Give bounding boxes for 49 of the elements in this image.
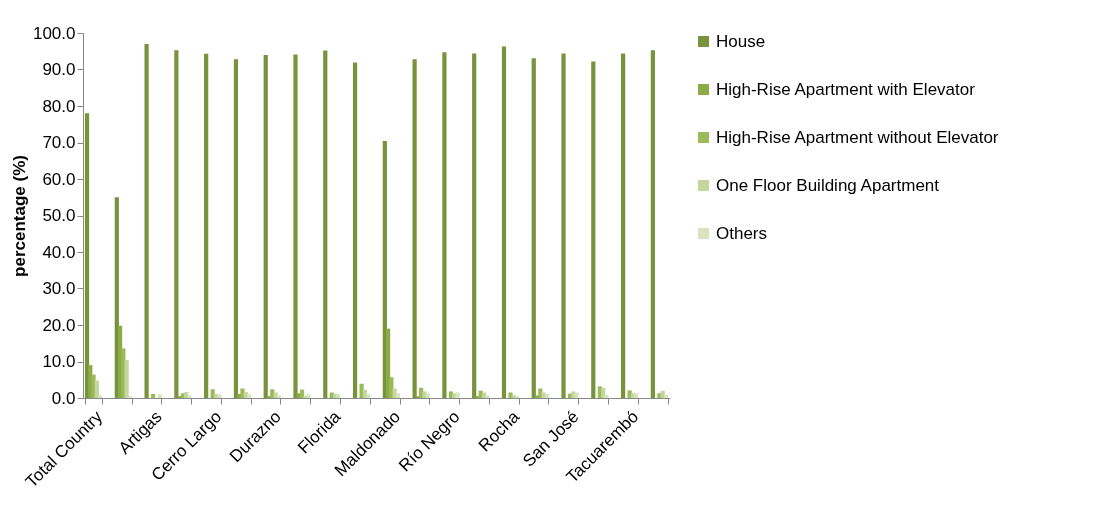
bar bbox=[94, 380, 99, 398]
y-axis-title: percentage (%) bbox=[9, 155, 29, 277]
bar bbox=[620, 53, 626, 398]
y-tick-label: 10.0 bbox=[42, 352, 76, 371]
y-tick-label: 80.0 bbox=[42, 96, 76, 116]
bar bbox=[352, 62, 358, 398]
bar bbox=[634, 393, 639, 398]
bar bbox=[98, 395, 103, 398]
bar bbox=[263, 54, 268, 398]
bar bbox=[395, 393, 401, 398]
bar bbox=[561, 53, 566, 398]
bar bbox=[389, 377, 394, 398]
bar bbox=[501, 46, 507, 398]
y-tick-label: 100.0 bbox=[32, 23, 76, 43]
bar bbox=[151, 393, 156, 398]
bar bbox=[366, 394, 371, 398]
y-tick-label: 20.0 bbox=[42, 315, 76, 335]
bar bbox=[217, 394, 222, 398]
bar bbox=[604, 395, 609, 398]
y-tick-label: 50.0 bbox=[42, 206, 76, 225]
bar bbox=[233, 59, 239, 398]
bar bbox=[472, 53, 477, 398]
y-tick-label: 30.0 bbox=[42, 279, 76, 298]
y-tick-label: 70.0 bbox=[42, 133, 76, 152]
y-tick-label: 90.0 bbox=[42, 60, 76, 79]
legend-label: Others bbox=[716, 223, 768, 243]
bar bbox=[591, 61, 596, 398]
y-tick-label: 40.0 bbox=[42, 242, 76, 262]
bar bbox=[323, 50, 328, 398]
y-tick-label: 0.0 bbox=[51, 388, 76, 408]
bar bbox=[293, 54, 298, 398]
bar bbox=[531, 58, 536, 398]
bar bbox=[650, 50, 655, 398]
bar bbox=[412, 59, 417, 398]
legend-label: House bbox=[716, 31, 766, 51]
bar bbox=[442, 52, 447, 398]
legend-label: High-Rise Apartment without Elevator bbox=[716, 127, 999, 147]
bar bbox=[84, 113, 90, 398]
legend-label: One Floor Building Apartment bbox=[716, 175, 940, 195]
bar bbox=[246, 394, 252, 398]
bar bbox=[663, 395, 669, 398]
bar bbox=[485, 395, 490, 398]
y-tick-label: 60.0 bbox=[42, 169, 76, 189]
bar bbox=[204, 53, 209, 398]
bar bbox=[144, 43, 149, 398]
bar bbox=[174, 50, 179, 398]
bar bbox=[157, 394, 162, 398]
bar bbox=[124, 360, 129, 398]
legend-label: High-Rise Apartment with Elevator bbox=[716, 79, 976, 99]
